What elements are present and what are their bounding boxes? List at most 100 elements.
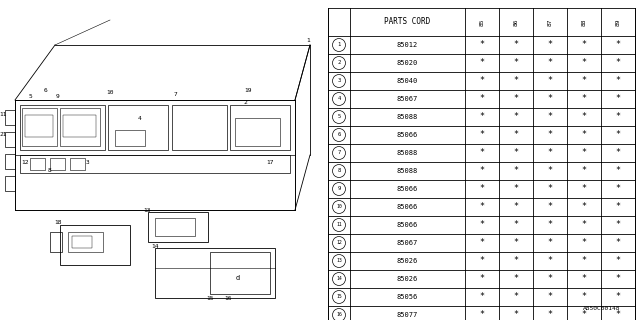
Text: *: * xyxy=(479,310,484,319)
Text: 85066: 85066 xyxy=(397,222,418,228)
Text: 1: 1 xyxy=(306,37,310,43)
Text: *: * xyxy=(582,292,586,301)
Bar xyxy=(5,110,15,125)
Text: *: * xyxy=(547,76,552,85)
Text: *: * xyxy=(616,76,621,85)
Text: 6: 6 xyxy=(43,89,47,93)
Text: 12: 12 xyxy=(336,241,342,245)
Text: 16: 16 xyxy=(336,313,342,317)
Text: *: * xyxy=(513,292,518,301)
Text: 85020: 85020 xyxy=(397,60,418,66)
Text: 85088: 85088 xyxy=(397,114,418,120)
Text: *: * xyxy=(513,238,518,247)
Text: *: * xyxy=(547,310,552,319)
Text: *: * xyxy=(547,275,552,284)
Text: 17: 17 xyxy=(266,159,274,164)
Bar xyxy=(210,252,270,294)
Text: 85077: 85077 xyxy=(397,312,418,318)
Text: 88: 88 xyxy=(582,18,586,26)
Text: *: * xyxy=(616,238,621,247)
Text: *: * xyxy=(479,148,484,157)
Bar xyxy=(5,154,15,169)
Text: *: * xyxy=(479,220,484,229)
Text: *: * xyxy=(582,220,586,229)
Text: 86: 86 xyxy=(513,18,518,26)
Bar xyxy=(230,105,290,150)
Text: 15: 15 xyxy=(206,295,214,300)
Text: 87: 87 xyxy=(547,18,552,26)
Text: *: * xyxy=(513,131,518,140)
Text: 85067: 85067 xyxy=(397,240,418,246)
Text: *: * xyxy=(479,292,484,301)
Text: *: * xyxy=(479,238,484,247)
Text: *: * xyxy=(547,59,552,68)
Bar xyxy=(63,115,96,137)
Text: *: * xyxy=(479,203,484,212)
Text: *: * xyxy=(582,257,586,266)
Text: *: * xyxy=(582,275,586,284)
Text: *: * xyxy=(582,113,586,122)
Text: 4: 4 xyxy=(138,116,142,121)
Text: 85026: 85026 xyxy=(397,276,418,282)
Text: *: * xyxy=(547,166,552,175)
Bar xyxy=(155,218,195,236)
Text: *: * xyxy=(616,94,621,103)
Text: 8: 8 xyxy=(337,169,340,173)
Bar xyxy=(235,118,280,146)
Bar xyxy=(148,212,208,242)
Text: *: * xyxy=(513,203,518,212)
Text: 2: 2 xyxy=(243,100,247,105)
Bar xyxy=(155,248,275,298)
Text: *: * xyxy=(582,310,586,319)
Text: 10: 10 xyxy=(106,90,114,94)
Text: 3: 3 xyxy=(86,159,90,164)
Text: 85088: 85088 xyxy=(397,150,418,156)
Text: *: * xyxy=(479,166,484,175)
Text: 7: 7 xyxy=(173,92,177,98)
Text: *: * xyxy=(547,131,552,140)
Text: 85066: 85066 xyxy=(397,132,418,138)
Text: *: * xyxy=(616,59,621,68)
Bar xyxy=(72,236,92,248)
Text: *: * xyxy=(616,185,621,194)
Text: 16: 16 xyxy=(224,295,232,300)
Text: *: * xyxy=(547,148,552,157)
Text: 85: 85 xyxy=(479,18,484,26)
Bar xyxy=(60,225,130,265)
Bar xyxy=(25,115,53,137)
Bar xyxy=(70,158,85,170)
Text: *: * xyxy=(513,185,518,194)
Text: *: * xyxy=(616,131,621,140)
Bar xyxy=(20,155,290,173)
Text: 1: 1 xyxy=(337,43,340,47)
Text: *: * xyxy=(582,41,586,50)
Text: *: * xyxy=(616,113,621,122)
Bar xyxy=(5,176,15,191)
Text: 85012: 85012 xyxy=(397,42,418,48)
Text: 15: 15 xyxy=(336,294,342,300)
Text: *: * xyxy=(582,131,586,140)
Text: 8: 8 xyxy=(48,167,52,172)
Text: 85088: 85088 xyxy=(397,168,418,174)
Bar xyxy=(20,105,105,150)
Text: 14: 14 xyxy=(336,276,342,282)
Text: *: * xyxy=(513,257,518,266)
Text: *: * xyxy=(547,238,552,247)
Text: *: * xyxy=(582,238,586,247)
Text: *: * xyxy=(513,76,518,85)
Text: *: * xyxy=(513,220,518,229)
Text: *: * xyxy=(479,257,484,266)
Text: *: * xyxy=(616,166,621,175)
Text: *: * xyxy=(582,76,586,85)
Text: *: * xyxy=(513,41,518,50)
Text: *: * xyxy=(582,203,586,212)
Bar xyxy=(60,108,100,146)
Text: *: * xyxy=(616,310,621,319)
Bar xyxy=(172,105,227,150)
Text: *: * xyxy=(616,41,621,50)
Text: *: * xyxy=(513,166,518,175)
Bar xyxy=(108,105,168,150)
Bar xyxy=(30,158,45,170)
Text: 11: 11 xyxy=(0,113,7,117)
Text: *: * xyxy=(582,166,586,175)
